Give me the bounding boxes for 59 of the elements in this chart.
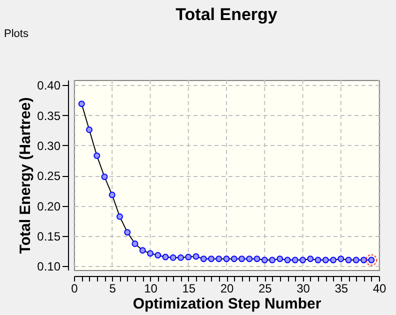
point	[276, 256, 284, 262]
x-tick-label: 15	[182, 282, 196, 296]
x-tick-label: 35	[334, 282, 348, 296]
point	[139, 247, 146, 254]
y-tick-label: 0.30	[37, 138, 61, 153]
x-tick-label: 25	[258, 282, 272, 296]
point	[352, 256, 360, 264]
text: Plots	[4, 28, 29, 40]
point	[78, 100, 85, 108]
x-tick-label: 10	[144, 282, 158, 296]
y-tick-label: 0.40	[37, 78, 61, 93]
point	[208, 256, 214, 262]
chart-title: Total Energy	[176, 5, 278, 24]
y-tick-label: 0.20	[37, 199, 61, 214]
x-tick-label: 30	[296, 282, 310, 296]
point	[230, 256, 238, 262]
point	[132, 240, 138, 247]
point	[307, 256, 314, 262]
point	[330, 256, 336, 264]
point	[261, 256, 268, 264]
y-tick-label: 0.25	[37, 169, 61, 184]
point	[254, 256, 260, 262]
point	[338, 256, 344, 262]
point	[246, 256, 253, 262]
x-tick-label: 0	[71, 282, 78, 296]
point	[108, 192, 116, 198]
y-tick-label: 0.15	[37, 229, 61, 244]
point	[200, 256, 207, 262]
point	[322, 256, 329, 264]
point	[300, 256, 306, 264]
point	[360, 256, 367, 264]
y-axis-title: Total Energy (Hartree)	[17, 97, 34, 254]
point	[366, 254, 378, 266]
y-tick-label: 0.10	[37, 260, 61, 274]
x-tick-label: 20	[220, 282, 234, 296]
point	[94, 152, 100, 159]
point	[345, 256, 352, 264]
point	[284, 256, 291, 264]
point	[216, 256, 222, 262]
point	[170, 254, 176, 261]
point	[178, 254, 184, 261]
point	[86, 126, 92, 133]
point	[147, 250, 154, 257]
x-tick-label: 40	[372, 282, 386, 296]
point	[269, 256, 276, 264]
point	[292, 256, 298, 264]
x-axis-title: Optimization Step Number	[132, 296, 322, 312]
point	[314, 256, 322, 264]
point	[223, 256, 230, 262]
point	[116, 213, 123, 220]
point	[124, 229, 131, 236]
point	[101, 174, 108, 180]
point	[238, 256, 245, 262]
point	[162, 254, 169, 260]
point	[192, 253, 200, 260]
point	[185, 254, 192, 260]
x-tick-label: 5	[109, 282, 116, 296]
y-tick-label: 0.35	[37, 108, 61, 123]
point	[154, 252, 162, 258]
